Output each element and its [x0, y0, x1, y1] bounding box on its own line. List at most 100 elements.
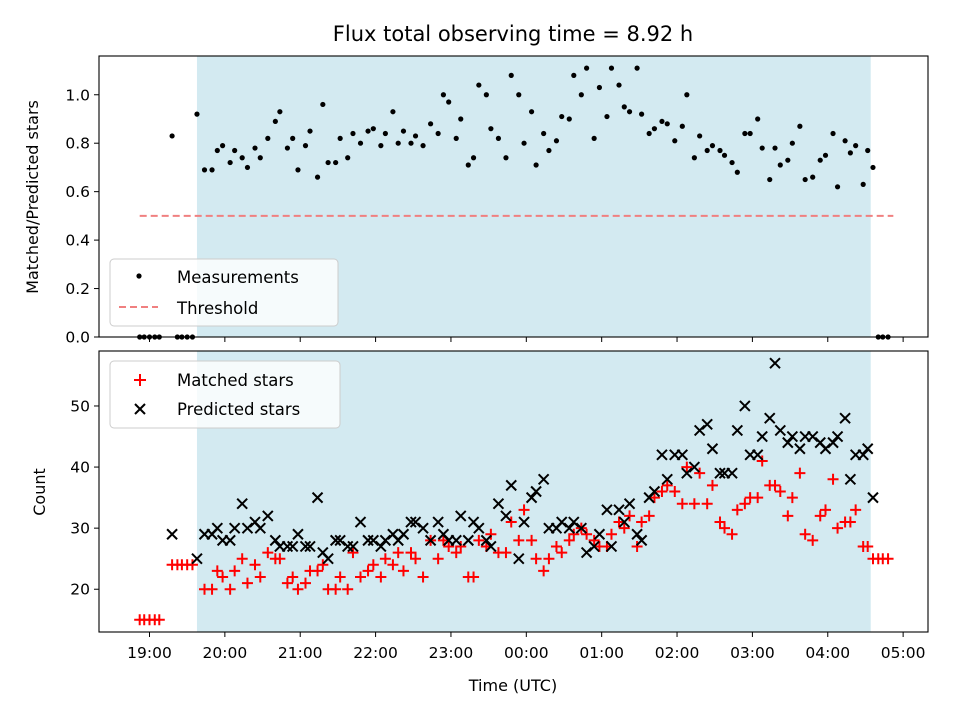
matched-star-point [769, 479, 781, 491]
matched-star-point [254, 571, 266, 583]
matched-star-point [581, 528, 593, 540]
measurement-point [553, 138, 560, 144]
predicted-star-point [739, 400, 751, 412]
top-panel-y-ticks: 0.0 0.2 0.4 0.6 0.8 1.0 [65, 86, 99, 347]
predicted-star-point [661, 473, 673, 485]
matched-star-point [379, 553, 391, 565]
predicted-star-point [241, 522, 254, 534]
measurement-point [797, 123, 803, 129]
matched-star-point [281, 577, 293, 589]
matched-star-point [397, 565, 409, 577]
predicted-star-point [623, 498, 636, 510]
predicted-star-point [530, 485, 542, 498]
chart-title: Flux total observing time = 8.92 h [333, 22, 693, 46]
measurement-point [646, 130, 652, 137]
measurement-point [853, 143, 859, 149]
measurement-point [521, 140, 527, 146]
matched-star-point [526, 534, 538, 546]
measurement-point [721, 152, 728, 158]
y-tick-label: 0.2 [65, 280, 90, 298]
predicted-star-point [329, 534, 342, 547]
matched-star-point [807, 534, 819, 546]
x-tick-label: 00:00 [504, 644, 549, 662]
measurement-point [350, 130, 356, 137]
matched-star-point [794, 467, 806, 479]
matched-star-point [443, 540, 455, 552]
matched-star-point [669, 486, 681, 497]
measurement-point [541, 130, 547, 137]
top-panel-legend: Measurements Threshold [109, 258, 339, 327]
predicted-star-point [831, 430, 844, 443]
predicted-star-point [224, 534, 236, 547]
matched-star-point [706, 479, 718, 491]
matched-star-point [334, 571, 346, 583]
measurement-point [546, 147, 552, 154]
measurement-point [408, 140, 414, 146]
measurement-point [830, 130, 836, 137]
predicted-star-point [563, 522, 575, 534]
y-tick-label: 1.0 [65, 86, 90, 104]
matched-star-point [643, 510, 655, 522]
matched-star-point [186, 559, 198, 571]
predicted-star-point [304, 540, 316, 553]
predicted-star-point [322, 552, 334, 565]
matched-star-point [518, 504, 530, 516]
predicted-star-point [269, 534, 282, 547]
predicted-star-point [839, 412, 851, 424]
measurement-point [634, 65, 640, 71]
measurement-point [265, 135, 271, 141]
measurement-point [219, 143, 226, 149]
predicted-star-point [462, 534, 474, 547]
measurement-point [201, 167, 208, 173]
matched-star-point [236, 553, 248, 565]
matched-star-point [347, 547, 359, 559]
predicted-star-point [794, 443, 806, 455]
predicted-star-point [492, 498, 505, 510]
matched-star-point [752, 492, 764, 504]
matched-star-point [437, 534, 449, 546]
predicted-star-point [556, 516, 568, 528]
measurement-point [608, 65, 615, 71]
predicted-star-point [676, 449, 689, 461]
measurement-point [777, 162, 783, 168]
measurement-point [470, 155, 477, 161]
bottom-panel-x-ticks: 19:00 20:00 21:00 22:00 23:00 00:00 01:00 02:00… [127, 632, 925, 662]
predicted-star-point [473, 522, 485, 534]
matched-star-point [701, 498, 713, 510]
axes-frame [98, 350, 929, 633]
predicted-star-point [806, 430, 819, 443]
matched-star-point [355, 571, 367, 583]
x-tick-label: 22:00 [353, 644, 398, 662]
matched-star-point [563, 534, 575, 546]
matched-star-point [342, 583, 354, 595]
predicted-star-point [211, 522, 224, 534]
measurement-point [679, 123, 685, 129]
measurement-point [257, 155, 263, 161]
measurement-point [382, 130, 388, 137]
matched-star-point [262, 547, 274, 559]
predicted-star-point [857, 449, 869, 461]
x-tick-label: 20:00 [203, 644, 248, 662]
measurement-point [785, 157, 791, 163]
measurement-point [169, 133, 175, 139]
predicted-star-point [706, 443, 719, 455]
bottom-panel-y-axis-label: Count [30, 468, 49, 516]
matched-star-point [330, 583, 342, 595]
matched-star-point [249, 559, 261, 571]
measurement-point [559, 113, 565, 120]
predicted-star-point [397, 528, 410, 540]
top-panel-x-ticks [148, 337, 904, 342]
x-tick-label: 05:00 [881, 644, 926, 662]
matched-star-point [694, 467, 706, 479]
legend-measurements-label: Measurements [177, 268, 299, 287]
matched-star-point [206, 583, 218, 595]
measurement-point [465, 162, 471, 168]
measurement-point [651, 126, 658, 132]
predicted-star-point [631, 528, 643, 540]
measurement-point [747, 130, 753, 137]
predicted-star-point [166, 528, 178, 540]
measurement-point [697, 133, 703, 139]
matched-star-point [299, 577, 311, 589]
predicted-star-point [455, 510, 467, 522]
measurement-point [420, 143, 426, 149]
